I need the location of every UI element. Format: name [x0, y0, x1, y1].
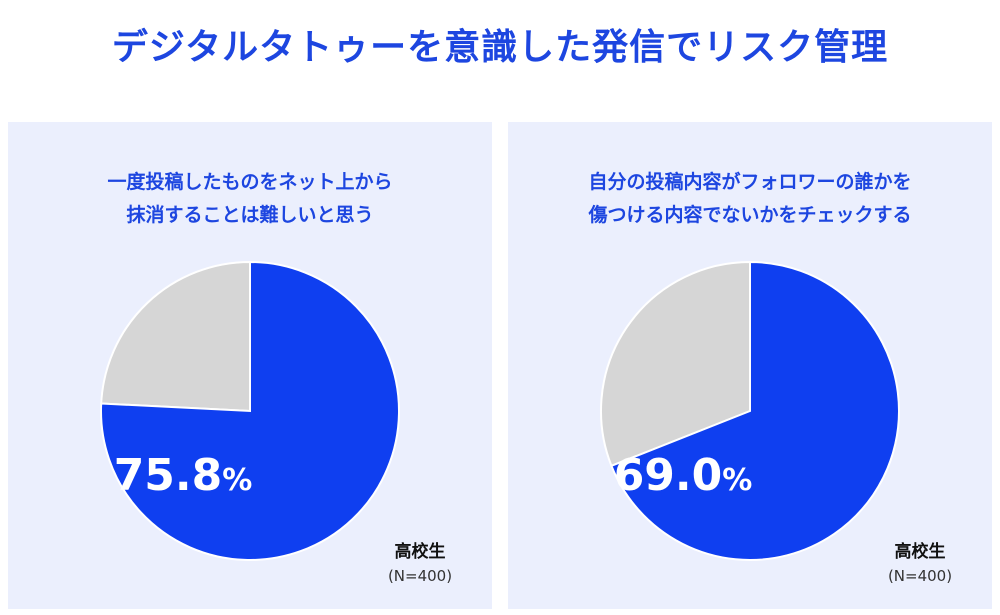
chart-title-right: 自分の投稿内容がフォロワーの誰かを 傷つける内容でないかをチェックする [508, 166, 992, 232]
sample-size-label: (N=400) [387, 567, 453, 585]
page-title: デジタルタトゥーを意識した発信でリスク管理 [111, 27, 889, 68]
pie-value-label: 75.8% [114, 450, 253, 501]
pie-value-number: 69.0 [614, 450, 723, 501]
pie-chart-right: 69.0% [600, 260, 900, 561]
chart-panel-right: 自分の投稿内容がフォロワーの誰かを 傷つける内容でないかをチェックする 69.0… [508, 122, 992, 609]
sample-size-label: (N=400) [887, 567, 953, 585]
respondent-group-label: 高校生 [894, 542, 946, 562]
pie-slice-rest [600, 260, 751, 468]
pie-slice-rest [100, 260, 251, 413]
chart-title-line: 抹消することは難しいと思う [126, 204, 374, 226]
pie-value-unit: % [222, 463, 252, 498]
respondent-group-label: 高校生 [394, 542, 446, 562]
chart-title-left: 一度投稿したものをネット上から 抹消することは難しいと思う [8, 166, 492, 232]
pie-chart-left: 75.8% [100, 260, 400, 561]
pie-value-label: 69.0% [614, 450, 753, 501]
pie-value-number: 75.8 [114, 450, 223, 501]
chart-title-line: 自分の投稿内容がフォロワーの誰かを [588, 171, 912, 193]
pie-slice-main [100, 260, 400, 561]
pie-value-unit: % [722, 463, 752, 498]
chart-title-line: 一度投稿したものをネット上から [107, 171, 393, 193]
pie-slice-main [610, 260, 900, 561]
chart-title-line: 傷つける内容でないかをチェックする [588, 204, 912, 226]
chart-panel-left: 一度投稿したものをネット上から 抹消することは難しいと思う 75.8% 高校生 … [8, 122, 492, 609]
